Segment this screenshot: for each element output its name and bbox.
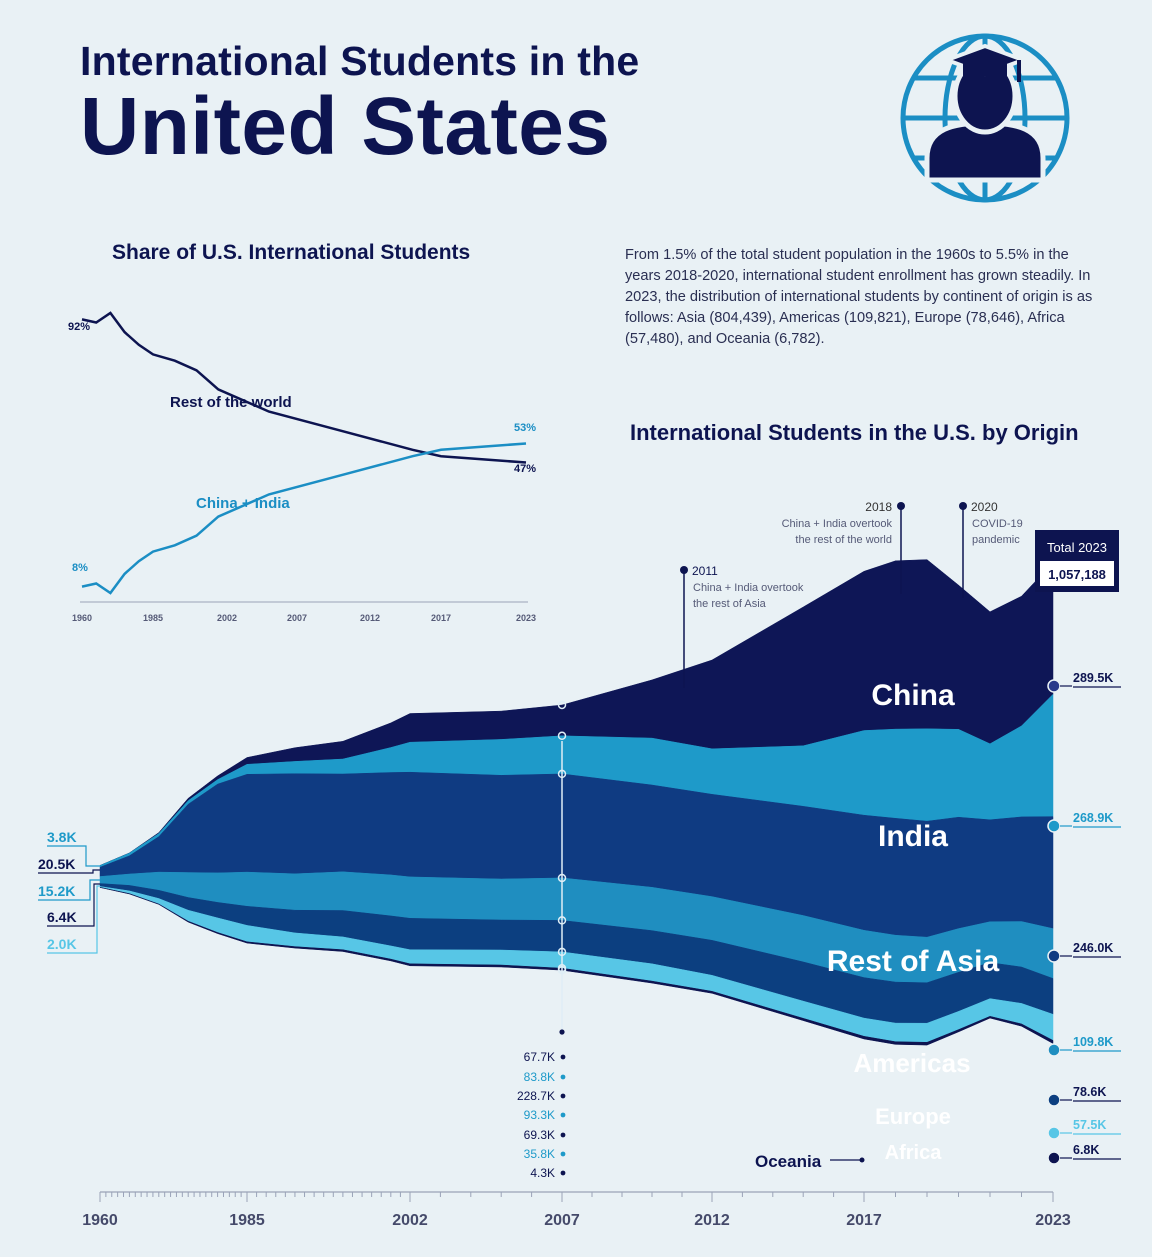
end-dot-3 [1047,1043,1061,1057]
annotation-2020: 2020 COVID-19 pandemic [959,500,1023,598]
origin-area-chart: 1960 1985 2002 2007 2012 2017 2023 [82,559,1071,1229]
intro-paragraph: From 1.5% of the total student populatio… [625,247,1093,347]
area-chart-title: International Students in the U.S. by Or… [630,420,1079,445]
share-x-tick-2023: 2023 [516,613,536,623]
share-start-label-ci: 8% [72,562,88,574]
title-line-1: International Students in the [80,38,640,84]
china-india-line [81,442,527,595]
y2007-label-europe: 69.3K [524,1128,555,1142]
y2007-label-africa: 35.8K [524,1147,555,1161]
annotation-2018: 2018 China + India overtook the rest of … [782,500,905,594]
end-label-china: 289.5K [1073,671,1113,685]
share-x-tick-2002: 2002 [217,613,237,623]
label-americas: Americas [853,1048,970,1078]
svg-text:China + India overtook: China + India overtook [693,582,804,594]
share-x-tick-2012: 2012 [360,613,380,623]
marker-dot [557,731,567,741]
y2007-label-china: 67.7K [524,1050,555,1064]
svg-text:pandemic: pandemic [972,534,1020,546]
svg-text:2018: 2018 [865,500,892,514]
end-dot-5 [1047,1126,1061,1140]
marker-dot [557,769,567,779]
annotation-2011: 2011 China + India overtook the rest of … [680,564,804,688]
end-dot-6 [1047,1151,1061,1165]
series-label-ci: China + India [196,495,290,512]
svg-text:COVID-19: COVID-19 [972,518,1023,530]
svg-text:2020: 2020 [971,500,998,514]
end-label-india: 268.9K [1073,811,1113,825]
share-x-tick-2017: 2017 [431,613,451,623]
svg-text:the rest of the world: the rest of the world [795,534,892,546]
marker-end-dot [559,1029,565,1035]
share-line-chart: 1960 1985 2002 2007 2012 2017 2023 [72,311,536,623]
graduate-globe-icon [900,33,1070,203]
x-tick-2012: 2012 [694,1212,730,1229]
share-end-label-ci: 53% [514,422,536,434]
x-tick-1985: 1985 [229,1212,265,1229]
end-label-americas: 109.8K [1073,1035,1113,1049]
x-tick-2017: 2017 [846,1212,882,1229]
label-india: India [878,820,948,853]
label-europe: Europe [875,1104,951,1129]
total-2023-box: Total 2023 1,057,188 [1035,530,1119,592]
x-tick-2002: 2002 [392,1212,428,1229]
marker-dot [557,916,567,925]
marker-dot [557,965,567,975]
end-dot-0 [1047,679,1061,693]
label-africa: Africa [885,1142,943,1164]
title-line-2: United States [80,81,611,172]
end-label-oceania: 6.8K [1073,1143,1099,1157]
svg-text:2011: 2011 [692,564,718,578]
marker-dot [557,947,567,957]
share-x-tick-2007: 2007 [287,613,307,623]
x-tick-1960: 1960 [82,1212,118,1229]
marker-dot [557,700,567,710]
svg-text:China + India overtook: China + India overtook [782,518,893,530]
start-label-india: 3.8K [47,829,77,845]
end-dot-4 [1047,1093,1061,1107]
label-oceania: Oceania [755,1152,822,1171]
share-end-label-row: 47% [514,463,536,475]
start-label-europe: 6.4K [47,909,77,925]
start-label-rest-of-asia: 20.5K [38,856,75,872]
rest-of-world-line [81,311,527,464]
share-x-tick-1985: 1985 [143,613,163,623]
y2007-label-oceania: 4.3K [530,1166,555,1180]
end-dot-1 [1047,819,1061,833]
start-label-africa: 2.0K [47,936,77,952]
series-label-row: Rest of the world [170,394,292,411]
start-label-americas: 15.2K [38,883,75,899]
end-label-europe: 78.6K [1073,1085,1106,1099]
end-dot-2 [1047,949,1061,963]
share-chart-title: Share of U.S. International Students [112,241,471,264]
label-china: China [871,679,955,712]
end-label-rest-of-asia: 246.0K [1073,941,1113,955]
x-tick-2023: 2023 [1035,1212,1071,1229]
svg-text:the rest of Asia: the rest of Asia [693,598,767,610]
y2007-label-rest-of-asia: 228.7K [517,1089,555,1103]
share-x-tick-1960: 1960 [72,613,92,623]
y2007-label-india: 83.8K [524,1070,555,1084]
y2007-label-americas: 93.3K [524,1108,555,1122]
x-tick-2007: 2007 [544,1212,580,1229]
total-label: Total 2023 [1047,540,1107,555]
label-rest-of-asia: Rest of Asia [827,945,1000,978]
share-start-label-row: 92% [68,321,90,333]
end-label-africa: 57.5K [1073,1118,1106,1132]
marker-dot [557,873,567,883]
total-value: 1,057,188 [1048,567,1106,582]
